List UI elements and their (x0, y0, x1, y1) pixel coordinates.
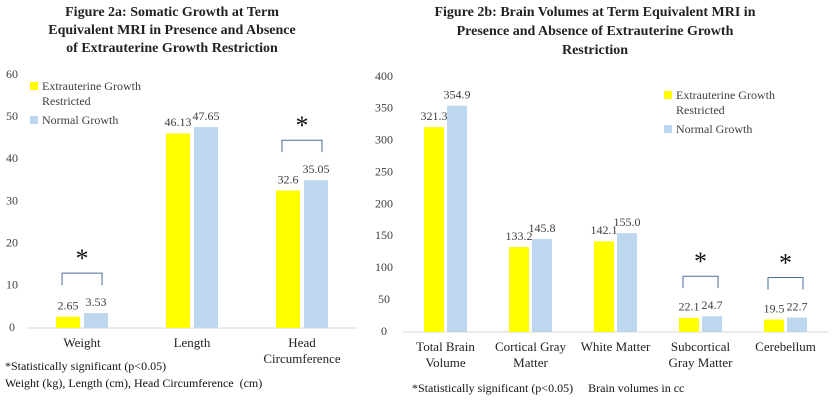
value-label: 32.6 (278, 172, 299, 186)
legend: Extrauterine Growth Restricted Normal Gro… (664, 88, 814, 141)
footnote: *Statistically significant (p<0.05) (5, 359, 167, 373)
x-tick-label: Matter (513, 355, 548, 370)
significance-bracket (61, 272, 103, 286)
y-tick-label: 100 (375, 260, 393, 274)
bar (594, 241, 614, 332)
legend-label: Normal Growth (676, 122, 753, 136)
x-tick-label: Weight (63, 335, 101, 350)
y-tick-label: 200 (375, 196, 393, 210)
chart-title: Figure 2a: Somatic Growth at Term (65, 5, 279, 20)
y-tick-label: 0 (9, 320, 15, 334)
bar (194, 127, 218, 328)
value-label: 22.7 (787, 299, 808, 313)
significance-star: * (296, 111, 309, 140)
x-tick-label: Subcortical (671, 339, 731, 354)
y-tick-label: 50 (378, 292, 390, 306)
x-tick-label: Cortical Gray (495, 339, 567, 354)
value-label: 35.05 (303, 162, 330, 176)
value-label: 47.65 (193, 109, 220, 123)
bar (447, 105, 467, 332)
chart-title: Equivalent MRI in Presence and Absence (48, 23, 295, 38)
y-tick-label: 250 (375, 164, 393, 178)
legend-swatch (30, 116, 38, 124)
bar (617, 233, 637, 332)
y-tick-label: 30 (6, 193, 18, 207)
chart-title: of Extrauterine Growth Restriction (66, 41, 278, 56)
significance-star: * (779, 248, 792, 277)
bar (509, 247, 529, 332)
value-label: 2.65 (58, 299, 79, 313)
y-tick-label: 20 (6, 235, 18, 249)
value-label: 24.7 (702, 298, 723, 312)
legend-entry: Normal Growth (30, 113, 190, 128)
chart-title: Restriction (562, 43, 628, 58)
value-label: 321.3 (421, 109, 448, 123)
value-label: 354.9 (444, 88, 471, 102)
y-tick-label: 40 (6, 151, 18, 165)
value-label: 142.1 (591, 223, 618, 237)
legend-label: Extrauterine Growth Restricted (676, 88, 775, 117)
y-tick-label: 0 (381, 324, 387, 338)
value-label: 3.53 (86, 295, 107, 309)
value-label: 133.2 (506, 229, 533, 243)
legend-swatch (664, 125, 672, 133)
y-tick-label: 400 (375, 69, 393, 83)
y-tick-label: 50 (6, 109, 18, 123)
x-tick-label: White Matter (581, 339, 651, 354)
legend-entry: Normal Growth (664, 122, 814, 137)
significance-star: * (694, 247, 707, 276)
legend-entry: Extrauterine Growth Restricted (664, 88, 814, 118)
significance-bracket (682, 275, 719, 289)
significance-bracket (281, 139, 323, 153)
x-tick-label: Cerebellum (755, 339, 816, 354)
bar (56, 316, 80, 328)
legend: Extrauterine Growth Restricted Normal Gro… (30, 79, 190, 132)
bar (166, 133, 190, 328)
y-tick-label: 300 (375, 133, 393, 147)
legend-entry: Extrauterine Growth Restricted (30, 79, 190, 109)
y-tick-label: 350 (375, 101, 393, 115)
bar (84, 313, 108, 328)
value-label: 19.5 (764, 301, 785, 315)
x-tick-label: Head (288, 335, 316, 350)
bar (424, 127, 444, 332)
value-label: 22.1 (679, 300, 700, 314)
chart-title: Figure 2b: Brain Volumes at Term Equival… (434, 5, 755, 20)
bar (764, 319, 784, 332)
y-tick-label: 60 (6, 67, 18, 81)
value-label: 155.0 (614, 215, 641, 229)
x-tick-label: Total Brain (416, 339, 475, 354)
footnote: *Statistically significant (p<0.05) Brai… (412, 381, 685, 395)
bar (304, 180, 328, 328)
legend-label: Extrauterine Growth Restricted (42, 79, 141, 108)
significance-star: * (76, 244, 89, 273)
bar (787, 317, 807, 332)
chart-title: Presence and Absence of Extrauterine Gro… (457, 24, 734, 39)
bar (276, 190, 300, 328)
x-tick-label: Gray Matter (669, 355, 734, 370)
y-tick-label: 10 (6, 278, 18, 292)
legend-swatch (664, 91, 672, 99)
value-label: 145.8 (529, 221, 556, 235)
value-label: 46.13 (165, 115, 192, 129)
x-tick-label: Circumference (263, 351, 340, 366)
y-tick-label: 150 (375, 228, 393, 242)
footnote: Weight (kg), Length (cm), Head Circumfer… (5, 376, 263, 390)
bar (702, 316, 722, 332)
bar (679, 317, 699, 332)
significance-bracket (767, 277, 804, 290)
x-tick-label: Length (174, 335, 211, 350)
legend-swatch (30, 82, 38, 90)
bar (532, 239, 552, 332)
x-tick-label: Volume (425, 355, 465, 370)
legend-label: Normal Growth (42, 113, 119, 127)
